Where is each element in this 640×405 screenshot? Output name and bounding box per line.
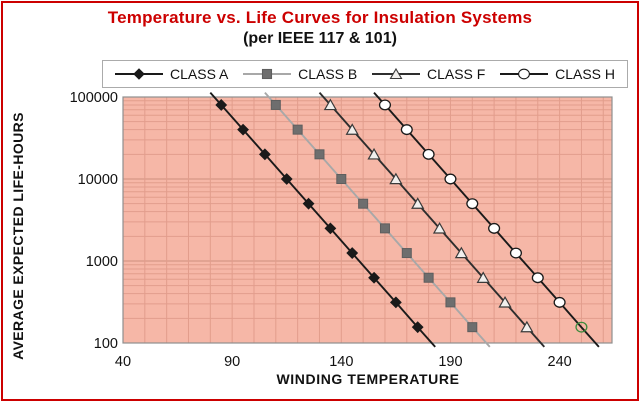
legend-marker-circle-icon — [500, 68, 549, 80]
legend-marker-square-icon — [243, 68, 292, 80]
marker-class-f-225 — [520, 320, 534, 333]
marker-class-h-250 — [575, 321, 588, 333]
legend-label-class-b: CLASS B — [298, 66, 358, 82]
marker-class-h-170 — [400, 124, 413, 136]
marker-class-f-145 — [345, 123, 359, 135]
marker-class-b-140 — [336, 174, 347, 184]
x-tick-label-240: 240 — [548, 354, 572, 370]
marker-class-a-175 — [411, 321, 424, 334]
marker-class-b-180 — [423, 272, 434, 283]
legend-item-class-b: CLASS B — [243, 66, 357, 82]
legend-marker-triangle-icon — [371, 67, 420, 80]
marker-class-h-210 — [488, 222, 501, 234]
marker-class-f-195 — [454, 246, 469, 259]
legend-item-class-a: CLASS A — [115, 66, 228, 82]
marker-class-a-105 — [258, 148, 271, 161]
marker-class-f-215 — [498, 295, 512, 308]
chart-plot: 100000 10000 1000 100 40 90 140 190 240 — [70, 90, 613, 370]
marker-class-b-160 — [379, 223, 390, 234]
y-tick-label-100: 100 — [94, 336, 118, 352]
marker-class-a-115 — [280, 173, 293, 185]
marker-class-a-125 — [302, 197, 315, 210]
x-tick-label-190: 190 — [438, 354, 462, 370]
marker-class-a-135 — [324, 222, 337, 235]
plot-border — [122, 96, 613, 344]
marker-class-b-170 — [401, 248, 412, 259]
marker-class-f-175 — [411, 197, 425, 209]
marker-class-h-160 — [378, 99, 392, 111]
marker-class-a-145 — [346, 247, 359, 259]
x-axis-title: WINDING TEMPERATURE — [276, 371, 460, 387]
marker-class-h-230 — [531, 272, 544, 284]
marker-class-h-180 — [422, 148, 435, 160]
legend-label-class-f: CLASS F — [426, 66, 486, 82]
legend-item-class-f: CLASS F — [371, 66, 486, 82]
marker-class-a-95 — [237, 123, 249, 136]
marker-class-b-110 — [270, 99, 281, 110]
marker-class-h-200 — [466, 198, 479, 210]
chart-subtitle: (per IEEE 117 & 101) — [243, 30, 397, 47]
legend-marker-diamond-icon — [115, 68, 163, 80]
x-tick-label-90: 90 — [224, 354, 240, 370]
legend-label-class-h: CLASS H — [555, 66, 615, 82]
marker-class-f-155 — [367, 147, 381, 160]
chart-title: Temperature vs. Life Curves for Insulati… — [107, 8, 533, 27]
legend: CLASS A CLASS B CLASS F CLASS H — [102, 60, 628, 88]
marker-class-f-165 — [389, 172, 403, 185]
marker-class-a-165 — [389, 296, 402, 309]
marker-class-b-200 — [467, 322, 478, 333]
y-tick-label-100000: 100000 — [70, 90, 118, 106]
y-tick-label-10000: 10000 — [78, 172, 118, 188]
marker-class-a-85 — [215, 99, 228, 111]
marker-class-h-220 — [509, 247, 522, 259]
marker-class-b-150 — [358, 198, 369, 209]
legend-item-class-h: CLASS H — [500, 66, 615, 82]
series-line-class-a — [209, 91, 436, 348]
marker-class-b-190 — [445, 297, 456, 308]
marker-class-h-190 — [444, 173, 457, 185]
y-axis-title-text: AVERAGE EXPECTED LIFE-HOURS — [10, 112, 26, 360]
legend-label-class-a: CLASS A — [170, 66, 229, 82]
marker-class-b-130 — [314, 149, 325, 160]
marker-class-b-120 — [292, 124, 303, 135]
plot-area — [123, 97, 612, 343]
x-tick-label-140: 140 — [329, 354, 353, 370]
x-tick-label-40: 40 — [115, 354, 131, 370]
marker-class-h-240 — [553, 296, 566, 308]
y-tick-label-1000: 1000 — [86, 254, 118, 270]
marker-class-f-205 — [476, 271, 490, 283]
marker-class-a-155 — [368, 271, 380, 284]
marker-class-f-135 — [323, 98, 338, 111]
marker-class-f-185 — [432, 221, 447, 234]
